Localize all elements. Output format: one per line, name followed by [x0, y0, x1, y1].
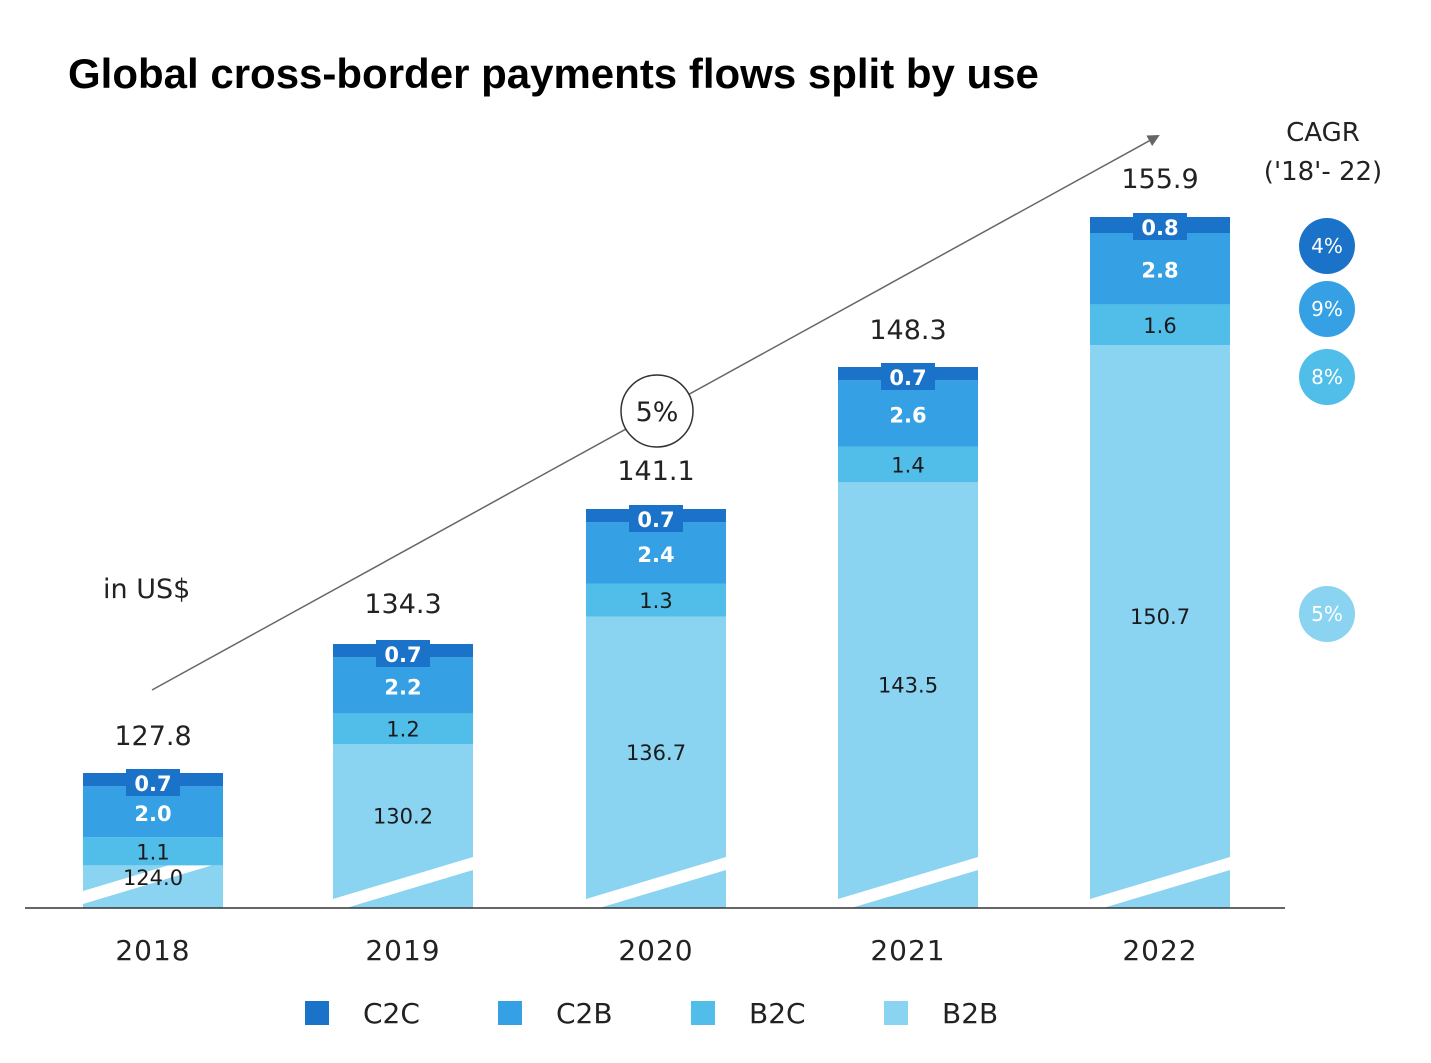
cagr-value-b2c: 8% — [1311, 365, 1343, 389]
cagr-badge-b2c — [1299, 349, 1355, 405]
bar-group-2021 — [838, 363, 978, 912]
data-label-b2b: 136.7 — [626, 741, 686, 765]
bar-segment-c2b — [838, 380, 978, 447]
data-label-b2b: 143.5 — [878, 674, 938, 698]
legend-item-b2b: B2B — [884, 997, 998, 1030]
bar-group-2020 — [586, 505, 726, 912]
cagr-value-b2b: 5% — [1311, 602, 1343, 626]
data-label-c2c: 0.7 — [134, 772, 171, 796]
legend-label: C2C — [363, 997, 420, 1030]
legend-swatch — [884, 1001, 908, 1025]
bar-segment-c2b — [1090, 233, 1230, 305]
bar-segment-b2c — [586, 583, 726, 617]
axis-break-mark — [1090, 857, 1230, 912]
bar-segment-b2c — [1090, 304, 1230, 346]
data-label-c2c: 0.7 — [889, 366, 926, 390]
c2c-label-box — [1133, 213, 1187, 240]
legend-swatch — [498, 1001, 522, 1025]
legend-swatch — [305, 1001, 329, 1025]
legend-item-b2c: B2C — [691, 997, 806, 1030]
bar-group-2018 — [83, 769, 223, 908]
c2c-label-box — [629, 505, 683, 532]
bar-segment-b2b — [586, 616, 726, 908]
axis-break-mark — [586, 857, 726, 912]
data-label-b2c: 1.2 — [386, 718, 419, 742]
cagr-value-c2b: 9% — [1311, 297, 1343, 321]
data-label-b2b: 150.7 — [1130, 605, 1190, 629]
cagr-badge-c2c — [1299, 218, 1355, 274]
cagr-badge-b2b — [1299, 586, 1355, 642]
legend-item-c2c: C2C — [305, 997, 420, 1030]
bar-segment-b2b — [1090, 345, 1230, 908]
cagr-badge-c2b — [1299, 281, 1355, 337]
data-label-c2c: 0.7 — [637, 508, 674, 532]
data-label-c2b: 2.4 — [637, 543, 674, 567]
chart-title: Global cross-border payments flows split… — [68, 50, 1039, 97]
cagr-header: CAGR — [1286, 118, 1360, 148]
data-label-b2c: 1.6 — [1143, 314, 1176, 338]
data-label-c2b: 2.0 — [134, 802, 171, 826]
legend-swatch — [691, 1001, 715, 1025]
bar-segment-b2b — [838, 482, 978, 908]
x-tick-label: 2019 — [365, 934, 440, 967]
data-label-c2b: 2.8 — [1141, 259, 1178, 283]
c2c-label-box — [881, 363, 935, 390]
x-tick-label: 2018 — [115, 934, 190, 967]
data-label-b2c: 1.1 — [136, 840, 169, 864]
bar-group-2019 — [333, 640, 473, 912]
legend-label: C2B — [556, 997, 613, 1030]
c2c-label-box — [376, 640, 430, 667]
bar-segment-b2c — [838, 446, 978, 483]
axis-break-mark — [838, 857, 978, 912]
cagr-period: ('18'- 22) — [1264, 157, 1382, 187]
trend-cagr-circle — [620, 374, 694, 448]
cagr-value-c2c: 4% — [1311, 234, 1343, 258]
data-label-c2b: 2.6 — [889, 403, 926, 427]
x-tick-label: 2020 — [618, 934, 693, 967]
data-label-c2c: 0.7 — [384, 643, 421, 667]
axis-break-mark — [333, 857, 473, 912]
bar-segment-c2b — [586, 522, 726, 584]
data-label-b2b: 130.2 — [373, 805, 433, 829]
x-tick-label: 2021 — [870, 934, 945, 967]
bar-group-2022 — [1090, 213, 1230, 912]
c2c-label-box — [126, 769, 180, 796]
legend-item-c2b: C2B — [498, 997, 613, 1030]
data-label-b2c: 1.3 — [639, 589, 672, 613]
data-label-b2c: 1.4 — [891, 453, 924, 477]
trend-cagr-label: 5% — [636, 397, 679, 428]
total-label: 134.3 — [364, 589, 441, 620]
total-label: 148.3 — [869, 315, 946, 346]
x-tick-label: 2022 — [1122, 934, 1197, 967]
total-label: 141.1 — [617, 456, 694, 487]
total-label: 155.9 — [1121, 164, 1198, 195]
legend-label: B2C — [749, 997, 806, 1030]
bar-segment-b2c — [333, 713, 473, 744]
unit-note: in US$ — [103, 574, 190, 605]
data-label-c2b: 2.2 — [384, 675, 421, 699]
bar-segment-b2c — [83, 837, 223, 866]
data-label-b2b: 124.0 — [123, 866, 183, 890]
data-label-c2c: 0.8 — [1141, 216, 1178, 240]
legend-label: B2B — [942, 997, 998, 1030]
total-label: 127.8 — [114, 721, 191, 752]
